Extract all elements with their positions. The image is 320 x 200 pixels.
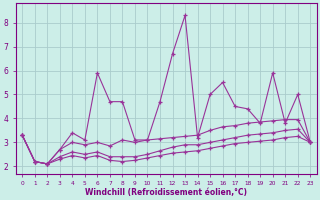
X-axis label: Windchill (Refroidissement éolien,°C): Windchill (Refroidissement éolien,°C) bbox=[85, 188, 247, 197]
